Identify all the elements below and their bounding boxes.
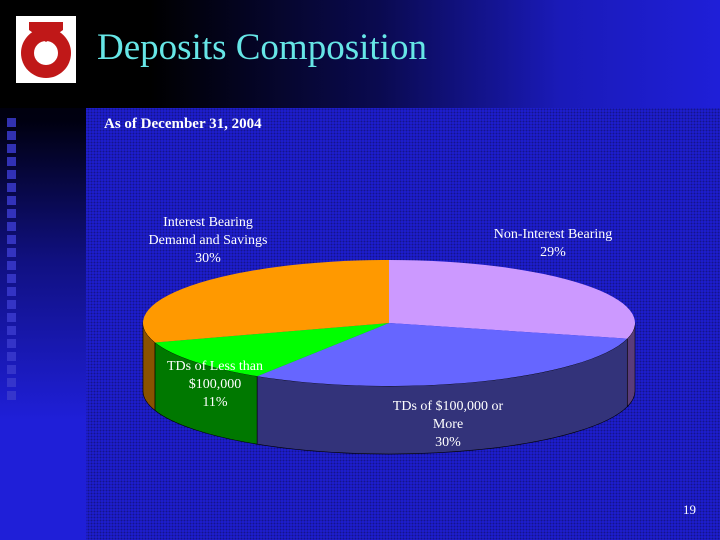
decorative-square [7,339,16,348]
chart-subtitle: As of December 31, 2004 [104,116,262,132]
decorative-square [7,144,16,153]
slice-label-interest-bearing-demand-savings: Interest Bearing Demand and Savings 30% [148,215,268,266]
decorative-square [7,235,16,244]
decorative-square [7,391,16,400]
decorative-square [7,287,16,296]
page-title: Deposits Composition [97,27,427,68]
decorative-squares [7,118,21,404]
decorative-square [7,352,16,361]
slice-label-tds-less-than-100000: TDs of Less than $100,000 11% [166,359,264,410]
pie-slice-interest-bearing-demand-savings [142,260,389,343]
slice-label-non-interest-bearing: Non-Interest Bearing 29% [493,227,613,260]
decorative-square [7,183,16,192]
decorative-square [7,365,16,374]
decorative-square [7,326,16,335]
decorative-square [7,261,16,270]
slice-label-tds-100000-or-more: TDs of $100,000 or More 30% [392,399,504,450]
decorative-square [7,378,16,387]
top-gradient-band [0,0,720,108]
decorative-square [7,300,16,309]
decorative-square [7,313,16,322]
decorative-square [7,196,16,205]
decorative-square [7,170,16,179]
company-logo-icon [16,16,76,83]
decorative-square [7,209,16,218]
decorative-square [7,131,16,140]
decorative-square [7,274,16,283]
page-number: 19 [683,502,696,517]
decorative-square [7,157,16,166]
decorative-square [7,118,16,127]
decorative-square [7,248,16,257]
pie-slice-tds-100000-or-more [257,323,628,386]
decorative-square [7,222,16,231]
pie-slice-non-interest-bearing [389,260,635,339]
pie-slice-tds-less-than-100000 [155,323,389,377]
